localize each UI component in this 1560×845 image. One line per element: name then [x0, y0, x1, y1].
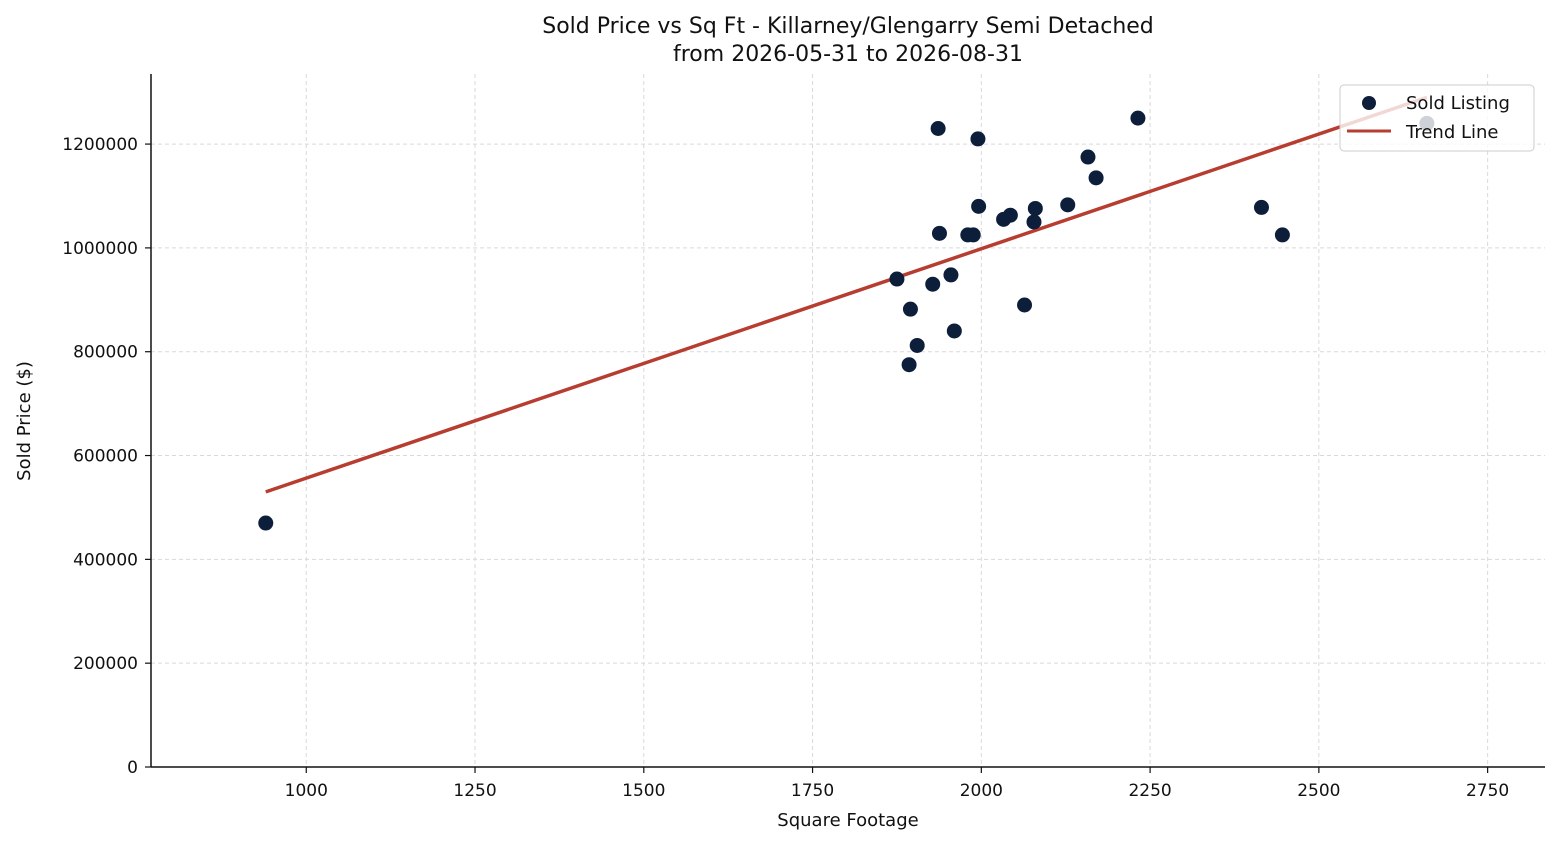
- trend-line: [265, 95, 1428, 494]
- chart-title: Sold Price vs Sq Ft - Killarney/Glengarr…: [542, 14, 1154, 39]
- sold-listing-point: [909, 337, 925, 353]
- sold-listing-point: [971, 198, 987, 214]
- y-tick-label: 1200000: [62, 135, 138, 155]
- y-tick-label: 1000000: [62, 239, 138, 259]
- sold-listing-point: [943, 267, 959, 283]
- y-tick-label: 200000: [73, 654, 138, 674]
- x-axis-label: Square Footage: [777, 810, 918, 831]
- sold-listing-point: [889, 271, 905, 287]
- x-tick-label: 2000: [960, 781, 1003, 801]
- legend-label-sold-listing: Sold Listing: [1406, 93, 1510, 114]
- sold-listing-point: [925, 276, 941, 292]
- y-tick-label: 0: [127, 758, 138, 778]
- sold-listing-point: [946, 323, 962, 339]
- chart-subtitle: from 2026-05-31 to 2026-08-31: [673, 42, 1023, 67]
- axes: [145, 74, 1545, 773]
- legend-box: [1339, 84, 1535, 152]
- sold-listing-point: [970, 131, 986, 147]
- x-tick-label: 2500: [1297, 781, 1340, 801]
- y-axis-label: Sold Price ($): [14, 361, 35, 481]
- legend-label-trend-line: Trend Line: [1405, 122, 1499, 143]
- sold-listing-point: [1017, 297, 1033, 313]
- sold-listing-point: [965, 227, 981, 243]
- x-tick-label: 1250: [453, 781, 496, 801]
- sold-listing-point: [1026, 214, 1042, 230]
- sold-listing-point: [901, 357, 917, 373]
- sold-listing-point: [1088, 170, 1104, 186]
- legend-marker-sold-listing: [1362, 96, 1376, 110]
- x-tick-label: 2750: [1466, 781, 1509, 801]
- x-tick-label: 1500: [622, 781, 665, 801]
- y-tick-label: 800000: [73, 343, 138, 363]
- sold-listing-point: [1274, 227, 1290, 243]
- legend: Sold Listing Trend Line: [1339, 84, 1535, 152]
- sold-listing-point: [1002, 207, 1018, 223]
- sold-listing-point: [258, 515, 274, 531]
- sold-listing-point: [1253, 199, 1269, 215]
- y-tick-label: 600000: [73, 447, 138, 467]
- x-tick-label: 1750: [791, 781, 834, 801]
- sold-listing-point: [1060, 197, 1076, 213]
- tick-labels: 1000 1250 1500 1750 2000 2250 2500 2750 0 200000 4…: [62, 135, 1509, 801]
- y-tick-label: 400000: [73, 550, 138, 570]
- sold-listing-point: [1080, 149, 1096, 165]
- sold-listing-point: [1130, 110, 1146, 126]
- sold-listing-point: [931, 225, 947, 241]
- points-layer: [258, 110, 1435, 531]
- sold-listing-point: [1027, 200, 1043, 216]
- sold-listing-point: [902, 301, 918, 317]
- trend-line-layer: [265, 95, 1428, 494]
- x-tick-label: 2250: [1128, 781, 1171, 801]
- grid: [151, 74, 1545, 768]
- sold-listing-point: [930, 121, 946, 137]
- x-tick-label: 1000: [285, 781, 328, 801]
